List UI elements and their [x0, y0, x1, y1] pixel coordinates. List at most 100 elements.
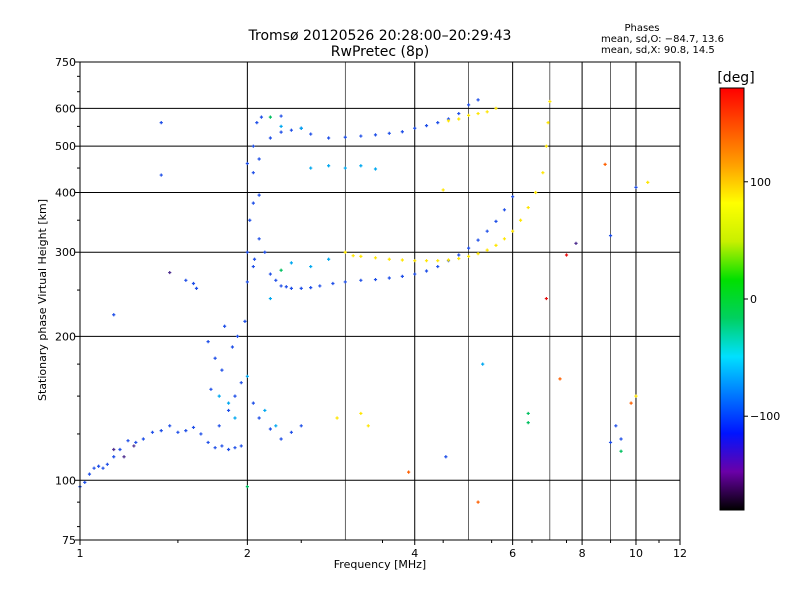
data-point	[220, 444, 224, 448]
data-point	[184, 429, 188, 433]
stats-line-o: mean, sd,O: −84.7, 13.6	[601, 34, 724, 45]
stats-box: Phases mean, sd,O: −84.7, 13.6 mean, sd,…	[601, 23, 724, 56]
data-point	[226, 408, 231, 413]
data-point	[436, 121, 440, 125]
data-point	[279, 268, 283, 272]
data-point	[485, 229, 489, 233]
data-point	[248, 218, 252, 222]
data-point	[213, 356, 217, 360]
data-point	[168, 270, 172, 275]
data-point	[184, 278, 188, 282]
data-point	[634, 394, 638, 398]
data-point	[274, 424, 278, 428]
data-point	[481, 362, 485, 366]
data-point	[400, 258, 404, 262]
x-axis-label: Frequency [MHz]	[334, 558, 426, 571]
data-point	[436, 259, 440, 263]
data-point	[541, 171, 545, 175]
data-point	[608, 440, 613, 445]
data-point	[359, 254, 363, 259]
data-point	[446, 119, 451, 123]
data-point	[92, 466, 96, 470]
data-point	[373, 277, 378, 282]
colorbar-ticks: 100 0 −100	[744, 176, 780, 423]
data-point	[126, 439, 130, 443]
data-point	[299, 286, 303, 291]
stats-title: Phases	[624, 23, 659, 34]
data-point	[485, 248, 489, 252]
data-point	[544, 144, 548, 148]
data-point	[251, 144, 255, 148]
data-point	[331, 281, 335, 286]
data-point	[476, 111, 480, 116]
data-point	[457, 253, 461, 257]
data-point	[299, 424, 303, 428]
x-tick-label: 6	[509, 547, 516, 560]
data-point	[159, 429, 163, 433]
data-point	[220, 368, 224, 372]
data-point	[257, 157, 261, 161]
data-point	[194, 286, 199, 291]
data-point	[141, 437, 145, 441]
data-point	[299, 126, 303, 130]
data-point	[359, 164, 363, 168]
data-point	[327, 257, 331, 261]
data-point	[150, 430, 155, 434]
data-point	[366, 424, 370, 428]
data-point	[467, 113, 471, 117]
data-point	[407, 470, 411, 474]
data-point	[309, 132, 313, 136]
data-point	[309, 166, 313, 170]
data-point	[233, 416, 237, 420]
stats-line-x: mean, sd,X: 90.8, 14.5	[601, 45, 715, 56]
data-point	[526, 421, 530, 425]
y-tick-label: 600	[55, 102, 76, 115]
data-point	[105, 462, 109, 466]
data-point	[424, 269, 429, 273]
data-point	[239, 444, 243, 448]
data-point	[199, 432, 203, 436]
data-point	[255, 121, 259, 125]
data-point	[526, 411, 530, 416]
data-point	[257, 416, 261, 420]
data-point	[243, 319, 247, 323]
data-point	[191, 425, 196, 430]
data-point	[343, 280, 347, 284]
data-point	[289, 261, 293, 265]
data-point	[268, 296, 272, 301]
data-point	[222, 324, 227, 328]
data-point	[226, 401, 231, 405]
colorbar-gradient	[719, 87, 745, 511]
data-point	[245, 280, 249, 284]
data-point	[191, 281, 196, 286]
data-point	[502, 237, 507, 241]
data-point	[289, 286, 293, 291]
data-point	[494, 243, 498, 248]
data-point	[544, 296, 548, 301]
data-point	[413, 126, 417, 130]
data-point	[239, 381, 243, 385]
data-point	[168, 424, 172, 428]
data-point	[235, 334, 240, 338]
data-point	[112, 455, 116, 459]
data-point	[502, 208, 507, 212]
data-point	[213, 446, 217, 450]
data-point	[511, 229, 515, 233]
data-point	[252, 257, 257, 261]
data-point	[400, 274, 404, 279]
data-point	[359, 411, 363, 416]
data-point	[132, 444, 136, 448]
data-point	[279, 124, 283, 128]
data-point	[614, 424, 618, 428]
data-point	[251, 201, 255, 205]
data-point	[574, 241, 578, 246]
data-point	[134, 440, 138, 445]
y-tick-label: 100	[55, 474, 76, 487]
data-point	[387, 131, 391, 135]
y-tick-label: 200	[55, 330, 76, 343]
data-point	[176, 430, 180, 434]
data-point	[335, 416, 339, 420]
x-tick-label: 12	[673, 547, 687, 560]
data-point	[441, 188, 445, 192]
